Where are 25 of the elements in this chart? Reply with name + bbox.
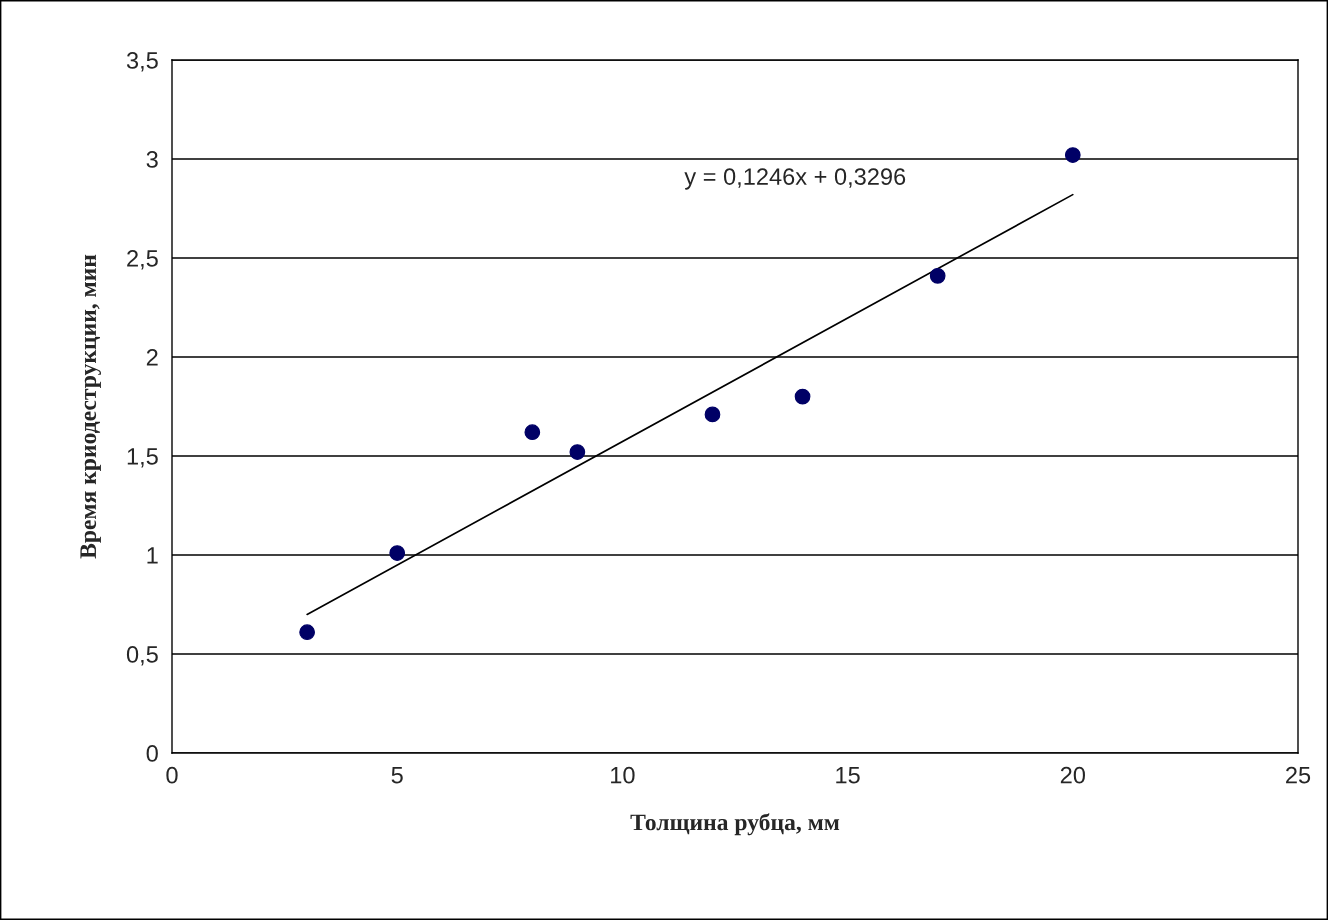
y-tick-label: 0 <box>146 745 158 762</box>
x-tick-label: 0 <box>166 766 178 784</box>
x-tick-label: 10 <box>611 766 635 784</box>
y-tick-label: 0,5 <box>126 646 158 666</box>
point <box>389 545 406 561</box>
y-tick-label: 3 <box>146 151 158 168</box>
point <box>569 444 586 460</box>
x-axis-title: Толщина рубца, мм <box>630 813 840 836</box>
y-tick-label: 2,5 <box>127 250 158 270</box>
annotation: y = 0,1246x + 0,3296 <box>684 168 906 190</box>
x-tick-label: 15 <box>836 767 860 784</box>
y-tick-label: 1 <box>147 547 158 564</box>
x-tick-label: 20 <box>1060 766 1086 784</box>
y-axis-title: Время криодеструкции, мин <box>80 254 101 559</box>
y-tick-label: 1,5 <box>127 448 158 468</box>
y-tick-label: 2 <box>146 349 158 366</box>
point <box>524 424 541 441</box>
y-tick-label: 3,5 <box>126 52 158 72</box>
x-tick-label: 25 <box>1286 766 1311 784</box>
point <box>704 406 721 423</box>
point <box>299 624 315 641</box>
x-tick-label: 5 <box>391 767 403 784</box>
point <box>929 267 946 284</box>
point <box>794 388 811 405</box>
point <box>1064 147 1081 163</box>
